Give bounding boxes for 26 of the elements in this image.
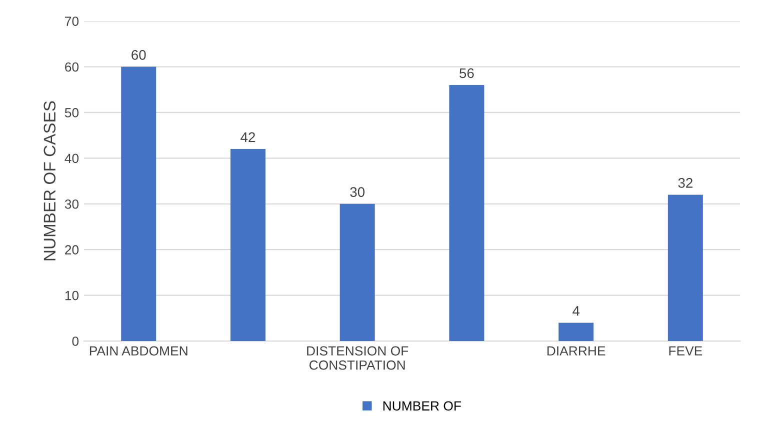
data-label: 30 xyxy=(350,187,365,197)
x-tick-label: FEVE xyxy=(669,346,702,356)
bar xyxy=(340,204,375,342)
data-label: 42 xyxy=(240,132,256,142)
legend-label: NUMBER OF xyxy=(383,401,461,411)
y-tick-label: 20 xyxy=(65,245,79,255)
x-tick-label: DIARRHE xyxy=(547,346,606,356)
data-label: 60 xyxy=(132,50,146,60)
bar xyxy=(121,66,156,342)
y-tick-label: 50 xyxy=(64,108,79,118)
y-tick-label: 70 xyxy=(65,16,79,26)
y-axis-title: NUMBER OF CASES xyxy=(44,101,56,260)
bar xyxy=(230,149,266,342)
y-tick-label: 60 xyxy=(65,62,79,72)
bar xyxy=(449,85,484,342)
bar xyxy=(668,194,703,342)
data-label: 56 xyxy=(460,68,474,78)
y-tick-label: 0 xyxy=(72,336,79,346)
x-tick-label: PAIN ABDOMEN xyxy=(90,346,188,356)
y-tick-label: 40 xyxy=(64,154,79,164)
data-label: 4 xyxy=(572,306,580,316)
y-tick-label: 10 xyxy=(65,290,79,300)
data-label: 32 xyxy=(678,178,692,188)
y-tick-label: 30 xyxy=(64,199,79,209)
x-tick-label: DISTENSION OF CONSTIPATION xyxy=(307,346,408,370)
bar xyxy=(558,322,594,342)
